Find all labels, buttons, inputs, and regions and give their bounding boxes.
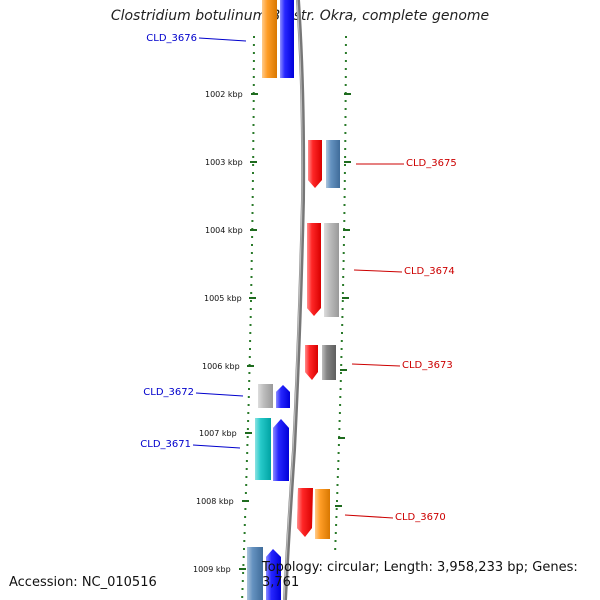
scale-label: 1007 kbp [199, 429, 237, 438]
gene-arrow-red-shine [305, 345, 318, 380]
scale-label: 1009 kbp [193, 565, 231, 574]
leader-line-cld-3673 [351, 363, 401, 367]
gene-labels: CLD_3676 CLD_3675 CLD_3674 CLD_3673 CLD_… [140, 33, 456, 523]
gene-block-steelblue-shine [247, 547, 263, 600]
gene-label-cld-3676[interactable]: CLD_3676 [146, 33, 197, 44]
gene-block-darkgray-shine [322, 345, 336, 380]
gene-arrow-blue-shine [273, 419, 289, 481]
scale-label: 1005 kbp [204, 294, 242, 303]
gene-arrow-red-shine [297, 488, 313, 537]
scale-label: 1003 kbp [205, 158, 243, 167]
scale-label: 1008 kbp [196, 497, 234, 506]
gene-label-cld-3671[interactable]: CLD_3671 [140, 439, 191, 450]
gene-block-lightgray-shine [324, 223, 339, 317]
scale-labels: 1002 kbp 1003 kbp 1004 kbp 1005 kbp 1006… [193, 90, 243, 574]
gene-block-orange-shine [262, 0, 277, 78]
leader-line-cld-3672 [195, 392, 244, 397]
genome-backbone [283, 0, 306, 600]
genome-backbone-highlight [283, 0, 303, 600]
scale-label: 1006 kbp [202, 362, 240, 371]
gene-arrow-blue-shine [266, 549, 281, 600]
gene-label-cld-3675[interactable]: CLD_3675 [406, 158, 457, 169]
gene-arrow-red-shine [307, 223, 321, 316]
leader-line-cld-3676 [198, 37, 247, 42]
scale-label: 1002 kbp [205, 90, 243, 99]
gene-block-lightgray-shine [258, 384, 273, 408]
gene-label-cld-3674[interactable]: CLD_3674 [404, 266, 455, 277]
topology-text: Topology: circular; Length: 3,958,233 bp… [262, 560, 578, 590]
accession-text: Accession: NC_010516 [9, 575, 157, 590]
leader-line-cld-3674 [353, 269, 403, 273]
gene-block-orange-shine [315, 489, 330, 539]
tick-track-left [241, 36, 255, 598]
gene-arrow-red-shine [308, 140, 322, 188]
gene-label-cld-3673[interactable]: CLD_3673 [402, 360, 453, 371]
gene-arrow-blue-shine [276, 385, 290, 408]
scale-label: 1004 kbp [205, 226, 243, 235]
leader-lines [192, 37, 404, 519]
gene-label-cld-3670[interactable]: CLD_3670 [395, 512, 446, 523]
gene-block-steelblue-shine [326, 140, 340, 188]
tick-track-right [334, 36, 347, 550]
leader-line-cld-3671 [192, 444, 241, 449]
leader-line-cld-3670 [344, 514, 394, 519]
gene-block-cyan-shine [255, 418, 271, 480]
gene-label-cld-3672[interactable]: CLD_3672 [143, 387, 194, 398]
forward-strand-features [297, 140, 340, 539]
reverse-strand-features [247, 0, 294, 600]
gene-block-blue-shine [280, 0, 294, 78]
